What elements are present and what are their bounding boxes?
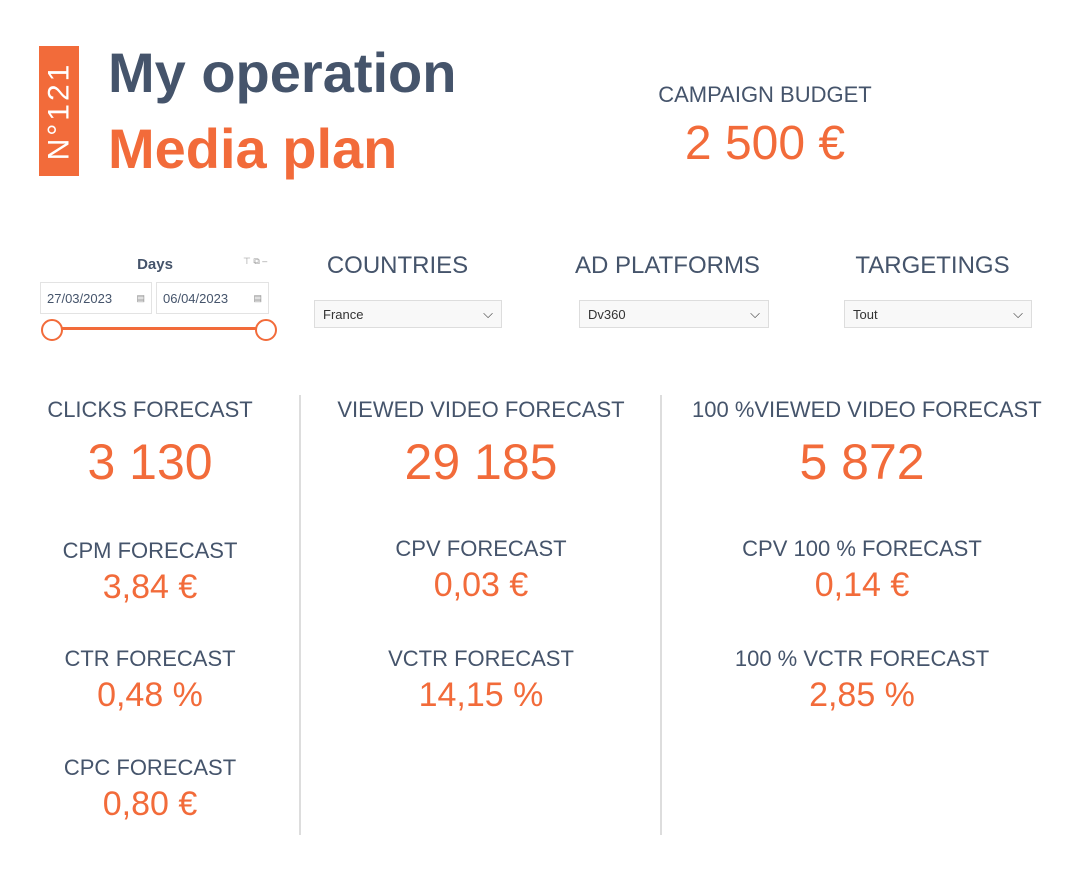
budget-label: CAMPAIGN BUDGET (658, 82, 872, 107)
countries-dropdown[interactable]: France ⌵ (314, 300, 502, 328)
countries-value: France (323, 306, 364, 322)
vctr-100-forecast-value: 2,85 % (809, 676, 915, 714)
end-date-text: 06/04/2023 (163, 290, 229, 306)
badge-text: N°121 (42, 61, 75, 161)
slicer-header-icons[interactable]: ⊤ ⧉ – (243, 256, 268, 266)
full-viewed-video-forecast-label: 100 %VIEWED VIDEO FORECAST (692, 397, 1042, 422)
cpm-forecast-label: CPM FORECAST (62, 538, 238, 563)
calendar-icon[interactable]: ▤ (136, 292, 145, 303)
ctr-forecast-value: 0,48 % (97, 676, 203, 714)
cpv-forecast-label: CPV FORECAST (395, 536, 567, 561)
chevron-down-icon: ⌵ (750, 306, 760, 321)
targetings-value: Tout (853, 306, 878, 322)
column-divider (299, 395, 301, 835)
clicks-forecast-value: 3 130 (87, 434, 213, 490)
full-viewed-video-forecast-value: 5 872 (799, 434, 925, 490)
page-title: My operation (108, 41, 457, 104)
viewed-video-forecast-value: 29 185 (404, 434, 558, 490)
countries-label: COUNTRIES (326, 252, 469, 279)
targetings-label: TARGETINGS (855, 252, 1010, 279)
budget-value: 2 500 € (684, 117, 846, 170)
cpv-100-forecast-label: CPV 100 % FORECAST (742, 536, 982, 561)
ad-platforms-dropdown[interactable]: Dv360 ⌵ (579, 300, 769, 328)
operation-number-badge: N°121 (39, 46, 79, 176)
vctr-forecast-label: VCTR FORECAST (388, 646, 574, 671)
column-divider (660, 395, 662, 835)
vctr-forecast-value: 14,15 % (418, 676, 544, 714)
vctr-100-forecast-label: 100 % VCTR FORECAST (734, 646, 990, 671)
calendar-icon[interactable]: ▤ (253, 292, 262, 303)
ctr-forecast-label: CTR FORECAST (64, 646, 236, 671)
cpm-forecast-value: 3,84 € (102, 568, 198, 606)
chevron-down-icon: ⌵ (483, 306, 493, 321)
cpc-forecast-label: CPC FORECAST (63, 755, 237, 780)
start-slider-handle[interactable] (41, 319, 63, 341)
clicks-forecast-label: CLICKS FORECAST (47, 397, 253, 422)
page-subtitle: Media plan (108, 117, 398, 180)
chevron-down-icon: ⌵ (1013, 306, 1023, 321)
end-slider-handle[interactable] (255, 319, 277, 341)
cpc-forecast-value: 0,80 € (102, 785, 198, 823)
cpv-forecast-value: 0,03 € (433, 566, 529, 604)
end-date-input[interactable]: 06/04/2023 ▤ (156, 282, 269, 314)
days-label: Days (137, 256, 173, 273)
start-date-input[interactable]: 27/03/2023 ▤ (40, 282, 152, 314)
ad-platforms-label: AD PLATFORMS (575, 252, 760, 279)
ad-platforms-value: Dv360 (588, 306, 626, 322)
viewed-video-forecast-label: VIEWED VIDEO FORECAST (337, 397, 625, 422)
date-range-track (52, 327, 264, 330)
start-date-text: 27/03/2023 (47, 290, 113, 306)
cpv-100-forecast-value: 0,14 € (814, 566, 910, 604)
targetings-dropdown[interactable]: Tout ⌵ (844, 300, 1032, 328)
